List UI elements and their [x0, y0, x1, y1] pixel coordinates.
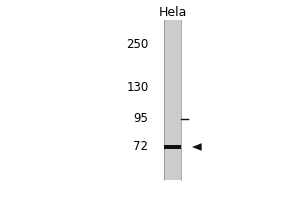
Bar — [164, 102, 181, 104]
Bar — [164, 40, 181, 42]
Bar — [164, 56, 181, 58]
Bar — [164, 66, 181, 68]
Bar — [164, 146, 181, 148]
Bar — [164, 64, 181, 66]
Bar — [164, 74, 181, 76]
Bar — [164, 172, 181, 174]
Bar — [164, 26, 181, 28]
Bar — [164, 42, 181, 44]
Bar — [164, 88, 181, 90]
Polygon shape — [192, 143, 202, 151]
Bar — [164, 76, 181, 78]
Bar — [164, 128, 181, 130]
Bar — [164, 100, 181, 102]
Bar — [164, 158, 181, 160]
Bar — [164, 22, 181, 24]
Bar — [164, 20, 181, 22]
Text: Hela: Hela — [158, 6, 187, 20]
Bar — [164, 150, 181, 152]
Bar — [164, 124, 181, 126]
Bar — [164, 164, 181, 166]
Bar — [164, 132, 181, 134]
Bar — [164, 140, 181, 142]
Bar — [164, 78, 181, 80]
Bar — [164, 28, 181, 30]
Bar — [164, 24, 181, 26]
Bar — [164, 34, 181, 36]
Bar — [164, 68, 181, 70]
Bar — [164, 162, 181, 164]
Bar — [164, 84, 181, 86]
Bar — [164, 30, 181, 32]
Bar — [164, 166, 181, 168]
Bar — [164, 178, 181, 180]
Bar — [164, 96, 181, 98]
Bar — [164, 108, 181, 110]
Bar — [164, 148, 181, 150]
Bar — [164, 156, 181, 158]
Bar — [164, 80, 181, 82]
Bar — [164, 144, 181, 146]
Text: 95: 95 — [134, 112, 148, 126]
Bar — [164, 114, 181, 116]
Bar — [164, 52, 181, 54]
Bar — [164, 118, 181, 120]
Bar — [164, 136, 181, 138]
Bar — [164, 152, 181, 154]
Bar — [164, 36, 181, 38]
Bar — [164, 82, 181, 84]
Bar — [164, 44, 181, 46]
Bar — [164, 90, 181, 92]
Bar — [164, 54, 181, 56]
Bar — [164, 98, 181, 100]
Bar — [164, 86, 181, 88]
Bar — [164, 50, 181, 52]
Bar — [164, 138, 181, 140]
Bar — [164, 110, 181, 112]
Bar — [164, 168, 181, 170]
Bar — [164, 116, 181, 118]
Bar — [164, 72, 181, 74]
Bar — [164, 160, 181, 162]
Bar — [164, 106, 181, 108]
Text: 130: 130 — [126, 81, 148, 94]
Bar — [164, 126, 181, 128]
Text: 250: 250 — [126, 38, 148, 51]
Bar — [164, 92, 181, 94]
Bar — [164, 142, 181, 144]
Bar — [164, 32, 181, 34]
Bar — [164, 60, 181, 62]
Bar — [164, 154, 181, 156]
Bar — [164, 174, 181, 176]
Bar — [164, 62, 181, 64]
Bar — [164, 170, 181, 172]
Bar — [164, 130, 181, 132]
Bar — [164, 46, 181, 48]
Text: 72: 72 — [134, 140, 148, 154]
Bar — [164, 120, 181, 122]
Bar — [164, 104, 181, 106]
Bar — [164, 176, 181, 178]
Bar — [164, 112, 181, 114]
Bar — [164, 58, 181, 60]
Bar — [164, 48, 181, 50]
Bar — [164, 145, 181, 149]
Bar — [164, 94, 181, 96]
Bar — [164, 70, 181, 72]
Bar — [164, 122, 181, 124]
Bar — [164, 134, 181, 136]
Bar — [164, 38, 181, 40]
